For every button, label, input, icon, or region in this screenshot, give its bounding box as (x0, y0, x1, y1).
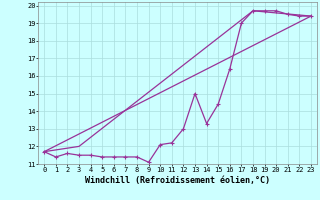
X-axis label: Windchill (Refroidissement éolien,°C): Windchill (Refroidissement éolien,°C) (85, 176, 270, 185)
